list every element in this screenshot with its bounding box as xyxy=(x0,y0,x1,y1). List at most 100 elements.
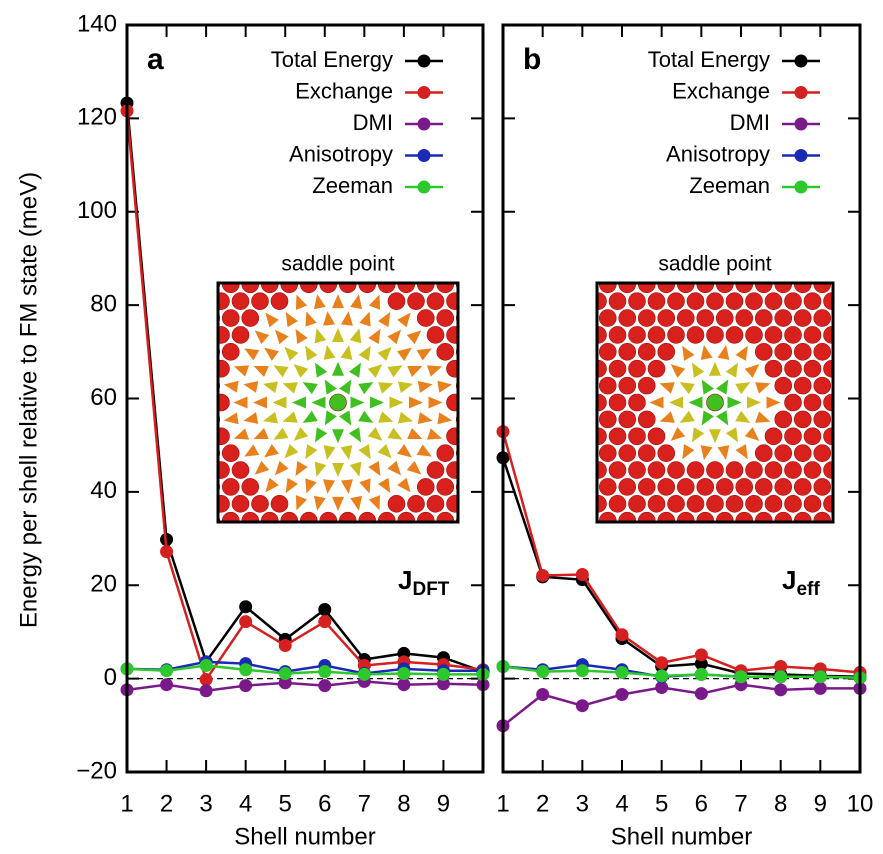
spin xyxy=(183,276,200,293)
spin xyxy=(241,309,260,327)
x-tick-label: 3 xyxy=(576,790,589,817)
spin xyxy=(570,428,587,445)
series-line xyxy=(502,683,860,727)
spin xyxy=(597,486,598,488)
spin xyxy=(231,461,250,479)
series-line xyxy=(501,431,861,674)
spin-cone xyxy=(285,477,298,493)
spin xyxy=(872,512,883,529)
spin xyxy=(183,343,200,360)
spin xyxy=(466,360,483,377)
data-point xyxy=(397,678,411,692)
x-tick-label: 7 xyxy=(734,790,747,817)
spin xyxy=(628,359,646,378)
spin xyxy=(832,317,833,319)
spin-cone xyxy=(417,412,433,424)
y-tick-label: 120 xyxy=(77,104,117,131)
spin-cone xyxy=(272,396,287,409)
spin xyxy=(193,394,210,411)
spin xyxy=(183,411,200,428)
spin-cone xyxy=(368,495,381,511)
spin xyxy=(764,427,783,446)
spin-cone xyxy=(659,382,675,394)
spin-cone xyxy=(254,460,270,475)
spin-cone xyxy=(292,396,306,409)
spin xyxy=(608,359,627,378)
spin-cone xyxy=(253,396,267,409)
spin xyxy=(735,478,754,496)
spin-cone xyxy=(233,365,250,377)
spin-cone xyxy=(428,396,443,409)
annotation-sub: eff xyxy=(796,579,820,600)
spin-cone xyxy=(350,396,365,409)
spin-cone xyxy=(332,429,344,444)
spin-cone xyxy=(691,427,705,443)
spin-cone xyxy=(264,444,279,458)
data-point xyxy=(615,687,629,701)
spin-cone xyxy=(274,329,289,345)
spin xyxy=(657,309,676,327)
spin-cone xyxy=(426,365,443,377)
spin xyxy=(436,478,455,496)
spin-cone xyxy=(368,328,381,345)
spin-cone xyxy=(397,347,412,361)
spin xyxy=(745,495,763,513)
series-line xyxy=(125,110,484,683)
spin xyxy=(764,359,783,378)
spin xyxy=(872,310,883,327)
spin xyxy=(598,376,617,395)
spin-cone xyxy=(389,396,404,409)
inset-image xyxy=(183,259,483,546)
spin xyxy=(329,393,347,412)
spin xyxy=(784,359,802,378)
spin xyxy=(193,428,210,445)
spin xyxy=(598,343,617,361)
spin xyxy=(560,478,577,495)
spin xyxy=(436,444,455,462)
spin xyxy=(551,360,568,377)
spin-cone xyxy=(313,495,326,511)
spin xyxy=(608,495,627,513)
spin-cone xyxy=(233,428,250,440)
x-tick-label: 10 xyxy=(847,790,874,817)
spin xyxy=(426,495,445,513)
spin xyxy=(793,343,812,361)
annotation-main: J xyxy=(398,565,412,595)
spin xyxy=(863,259,880,276)
spin xyxy=(608,427,627,446)
spin-cone xyxy=(397,312,411,328)
spin xyxy=(843,360,860,377)
spin xyxy=(427,259,444,276)
y-tick-label: 60 xyxy=(90,384,117,411)
spin xyxy=(213,259,230,276)
spin-cone xyxy=(670,427,686,441)
spin xyxy=(657,478,676,496)
spin-cone xyxy=(416,444,432,457)
x-tick-label: 3 xyxy=(199,790,212,817)
spin xyxy=(813,478,832,496)
spin xyxy=(551,495,568,512)
series-line xyxy=(126,660,483,675)
spin xyxy=(597,350,598,353)
spin xyxy=(551,428,568,445)
spin xyxy=(706,292,724,310)
spin xyxy=(570,529,587,546)
spin xyxy=(416,478,435,496)
spin-cone xyxy=(358,345,371,361)
spin-cone xyxy=(406,460,422,475)
spin xyxy=(832,519,833,522)
spin xyxy=(271,529,288,546)
spin xyxy=(696,478,715,496)
spin xyxy=(608,393,627,412)
spin xyxy=(804,259,821,276)
spin-cone xyxy=(314,427,328,443)
spin-cone xyxy=(735,444,748,460)
legend-label: DMI xyxy=(353,110,393,135)
spin-cone xyxy=(437,380,453,393)
data-point xyxy=(278,666,292,680)
spin xyxy=(872,445,883,462)
y-tick-label: 100 xyxy=(77,197,117,224)
spin xyxy=(813,410,832,429)
spin-cone xyxy=(367,427,383,441)
spin-cone xyxy=(701,410,714,426)
